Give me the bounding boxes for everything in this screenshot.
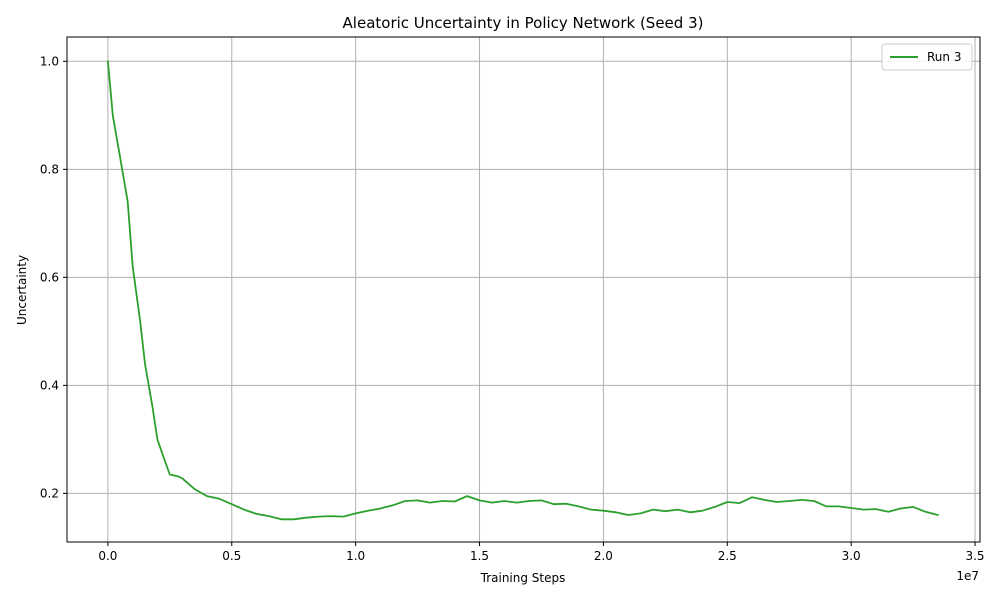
x-tick-label: 0.0 xyxy=(98,549,117,563)
legend-box xyxy=(881,43,973,71)
y-tick-label: 0.8 xyxy=(40,162,59,176)
x-tick-label: 2.5 xyxy=(718,549,737,563)
x-tick-label: 3.5 xyxy=(965,549,984,563)
y-tick-label: 0.6 xyxy=(40,270,59,284)
legend-label-run-3: Run 3 xyxy=(927,50,961,64)
x-tick-label: 1.5 xyxy=(470,549,489,563)
series-line-run-3 xyxy=(107,60,939,521)
x-axis-offset-label: 1e7 xyxy=(956,569,979,583)
x-tick-label: 3.0 xyxy=(842,549,861,563)
legend: Run 3 xyxy=(881,43,973,71)
y-tick-label: 0.4 xyxy=(40,378,59,392)
x-tick-label: 2.0 xyxy=(594,549,613,563)
chart-title: Aleatoric Uncertainty in Policy Network … xyxy=(343,14,704,32)
y-tick-label: 0.2 xyxy=(40,486,59,500)
grid-layer xyxy=(67,37,980,542)
series-layer xyxy=(107,60,939,521)
y-tick-label: 1.0 xyxy=(40,54,59,68)
tick-layer: 0.0 0.5 1.0 1.5 2.0 2.5 3.0 3.5 0.2 0.4 0.6 0.8 1.0 xyxy=(40,54,985,563)
x-tick-label: 0.5 xyxy=(222,549,241,563)
x-tick-label: 1.0 xyxy=(346,549,365,563)
plot-frame xyxy=(66,36,981,543)
x-axis-label: Training Steps xyxy=(480,571,566,585)
y-axis-label: Uncertainty xyxy=(15,255,29,325)
